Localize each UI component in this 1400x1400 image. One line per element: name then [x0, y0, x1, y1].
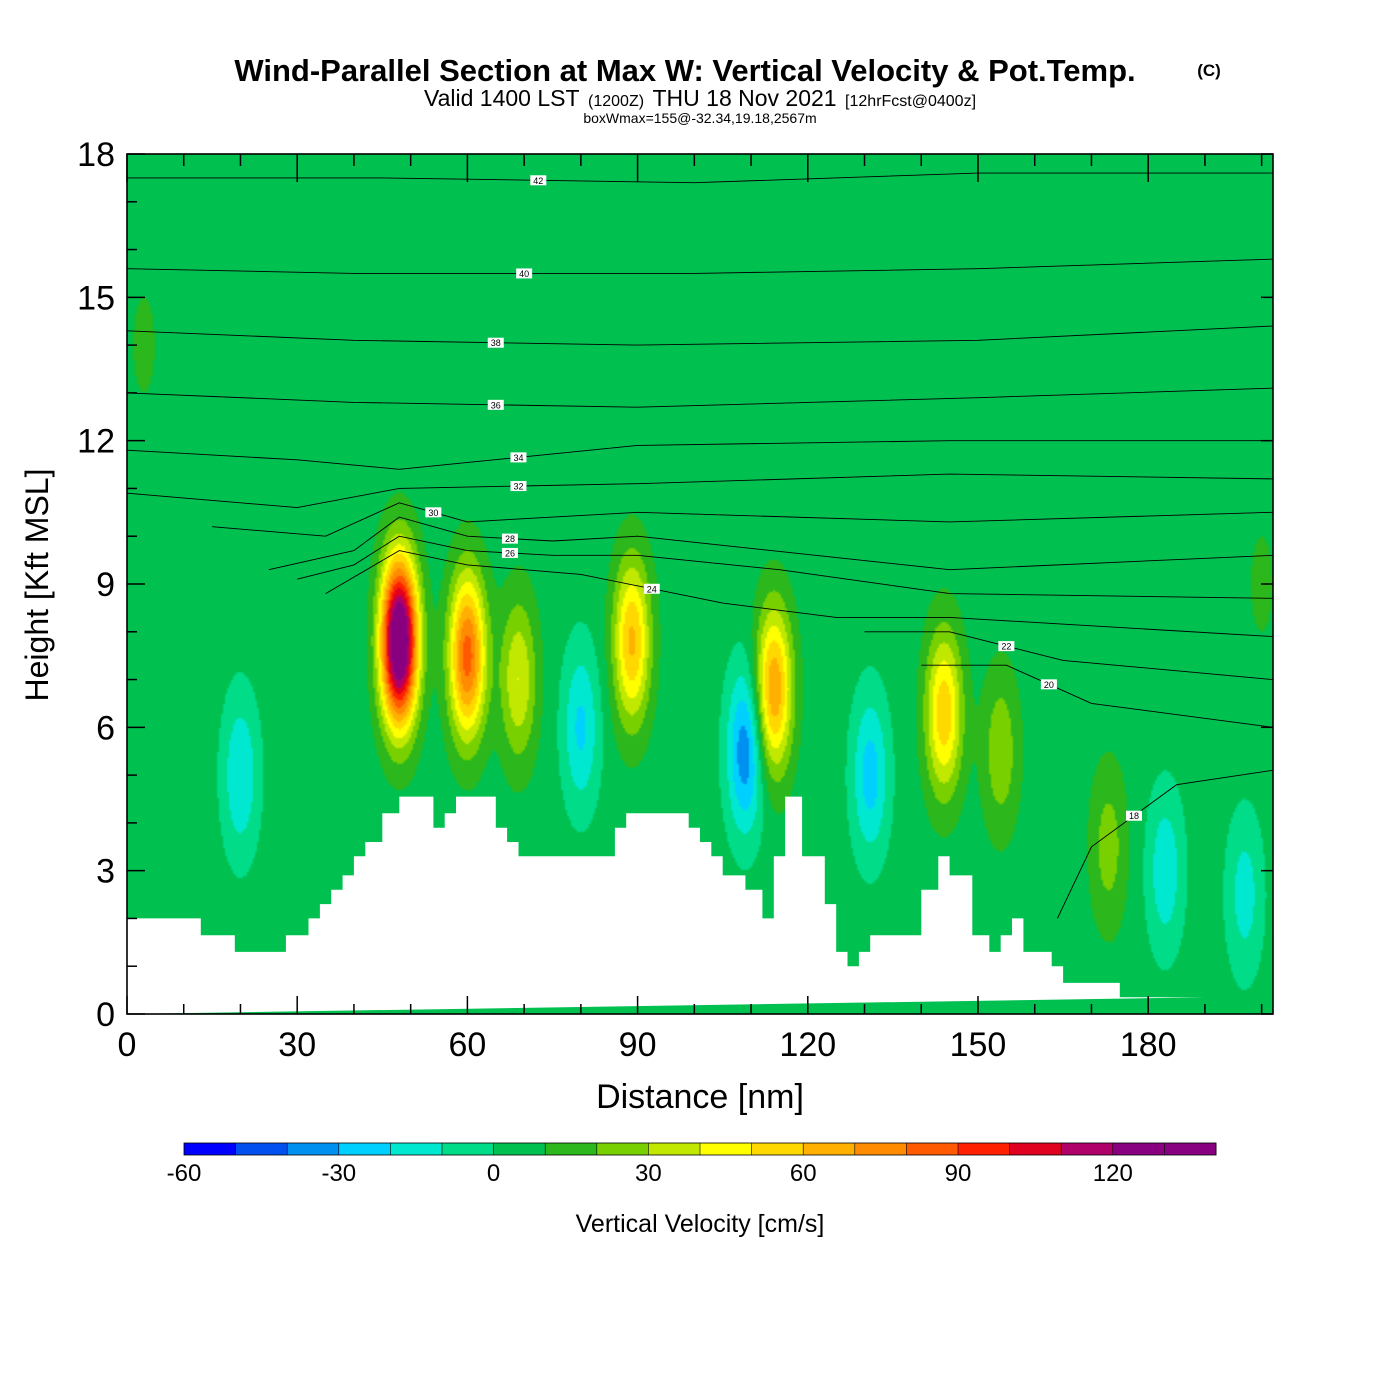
chart-title: Wind-Parallel Section at Max W: Vertical…: [234, 53, 1135, 88]
contour-label-box: [487, 337, 504, 348]
contour-label: 28: [505, 534, 515, 544]
subtitle-date: THU 18 Nov 2021: [653, 85, 837, 111]
contour-label-box: [510, 452, 527, 463]
subtitle-utc: (1200Z): [588, 93, 644, 110]
colorbar-label: Vertical Velocity [cm/s]: [576, 1210, 825, 1238]
colorbar-swatch: [338, 1143, 391, 1155]
contour-label-box: [530, 175, 547, 186]
theta-contours: 42 40 38 36 34 32 30 28 26 24 22 20 18: [127, 172, 1273, 919]
contour-label-box: [501, 547, 518, 558]
colorbar-swatch: [1009, 1143, 1062, 1155]
y-tick-label: 6: [96, 709, 115, 747]
x-axis: 0 30 60 90 120 150 180: [118, 154, 1263, 1064]
x-tick-label: 180: [1120, 1026, 1177, 1064]
colorbar-swatch: [648, 1143, 701, 1155]
contour-label: 32: [513, 482, 523, 492]
colorbar-swatch: [803, 1143, 856, 1155]
colorbar-swatch: [700, 1143, 753, 1155]
contour-label-box: [501, 533, 518, 544]
x-tick-label: 90: [619, 1026, 657, 1064]
y-tick-label: 12: [77, 423, 115, 461]
contour-label: 40: [519, 269, 529, 279]
contour-label: 20: [1044, 680, 1054, 690]
colorbar-swatch: [390, 1143, 443, 1155]
colorbar-swatch: [596, 1143, 649, 1155]
colorbar-tick-label: 120: [1093, 1160, 1133, 1187]
colorbar-swatch: [854, 1143, 907, 1155]
colorbar-swatch: [906, 1143, 959, 1155]
y-tick-label: 18: [77, 136, 115, 174]
colorbar-tick-label: 30: [635, 1160, 662, 1187]
theta-contour-line: [127, 258, 1273, 274]
contour-label: 24: [647, 584, 657, 594]
terrain: [127, 796, 1205, 1014]
contour-label: 36: [491, 400, 501, 410]
colorbar-swatch: [1112, 1143, 1165, 1155]
contour-label-box: [516, 268, 533, 279]
x-tick-label: 30: [278, 1026, 316, 1064]
y-tick-label: 3: [96, 853, 115, 891]
subtitle-valid: Valid 1400 LST: [424, 85, 580, 111]
contour-label-box: [643, 583, 660, 594]
x-tick-label: 0: [118, 1026, 137, 1064]
contour-label: 22: [1001, 642, 1011, 652]
box-info: boxWmax=155@-32.34,19.18,2567m: [583, 110, 816, 126]
contour-label: 18: [1129, 811, 1139, 821]
contour-label-box: [998, 641, 1015, 652]
subtitle-forecast: [12hrFcst@0400z]: [845, 93, 976, 110]
contour-label: 30: [428, 508, 438, 518]
colorbar-swatch: [442, 1143, 495, 1155]
y-axis-label: Height [Kft MSL]: [19, 469, 55, 702]
theta-contour-line: [297, 535, 1273, 599]
colorbar-swatch: [545, 1143, 598, 1155]
colorbar: -60 -30 0 30 60 90 120: [167, 1142, 1217, 1187]
theta-contour-line: [212, 502, 1273, 537]
y-tick-label: 15: [77, 279, 115, 317]
colorbar-tick-label: -60: [167, 1160, 202, 1187]
y-tick-label: 9: [96, 566, 115, 604]
contour-label-box: [1040, 679, 1057, 690]
theta-contour-line: [127, 325, 1273, 346]
colorbar-tick-label: 90: [945, 1160, 972, 1187]
y-tick-label: 0: [96, 996, 115, 1034]
colorbar-swatch: [751, 1143, 804, 1155]
x-tick-label: 150: [950, 1026, 1007, 1064]
contour-label-box: [425, 507, 442, 518]
x-axis-label: Distance [nm]: [596, 1078, 804, 1116]
colorbar-swatch: [958, 1143, 1011, 1155]
colorbar-swatch: [184, 1143, 237, 1155]
colorbar-swatch: [1164, 1143, 1217, 1155]
chart-subtitle: Valid 1400 LST (1200Z) THU 18 Nov 2021 […: [424, 85, 976, 111]
x-tick-label: 60: [448, 1026, 486, 1064]
contour-label-box: [487, 399, 504, 410]
contour-label-box: [510, 481, 527, 492]
contour-label: 38: [491, 338, 501, 348]
colorbar-tick-label: 0: [487, 1160, 500, 1187]
contour-label: 42: [533, 176, 543, 186]
contour-label-box: [1126, 810, 1143, 821]
colorbar-tick-label: -30: [321, 1160, 356, 1187]
contour-label: 26: [505, 548, 515, 558]
colorbar-tick-label: 60: [790, 1160, 817, 1187]
colorbar-swatch: [235, 1143, 288, 1155]
colorbar-swatch: [1061, 1143, 1114, 1155]
copyright-mark: (C): [1197, 61, 1221, 80]
colorbar-swatch: [493, 1143, 546, 1155]
contour-label: 34: [513, 453, 523, 463]
x-tick-label: 120: [779, 1026, 836, 1064]
colorbar-swatch: [287, 1143, 340, 1155]
theta-contour-line: [127, 387, 1273, 408]
